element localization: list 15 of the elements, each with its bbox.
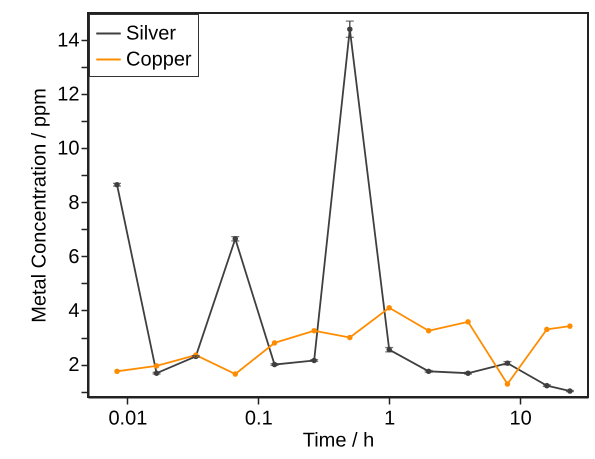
y-tick-label: 4	[68, 300, 80, 322]
y-tick-label: 8	[68, 192, 80, 214]
y-axis-title: Metal Concentration / ppm	[28, 88, 50, 323]
legend-label: Copper	[126, 48, 192, 70]
x-axis-title: Time / h	[302, 430, 374, 452]
x-tick-label: 1	[384, 408, 396, 430]
y-tick-label: 12	[57, 84, 80, 106]
y-tick-label: 2	[68, 354, 80, 376]
x-tick-label: 10	[510, 408, 532, 430]
x-tick-label: 0.01	[108, 408, 148, 430]
y-tick-label: 10	[57, 138, 80, 160]
legend-label: Silver	[126, 22, 176, 44]
y-tick-label: 14	[57, 30, 80, 52]
x-tick-label: 0.1	[244, 408, 273, 430]
y-tick-label: 6	[68, 246, 80, 268]
